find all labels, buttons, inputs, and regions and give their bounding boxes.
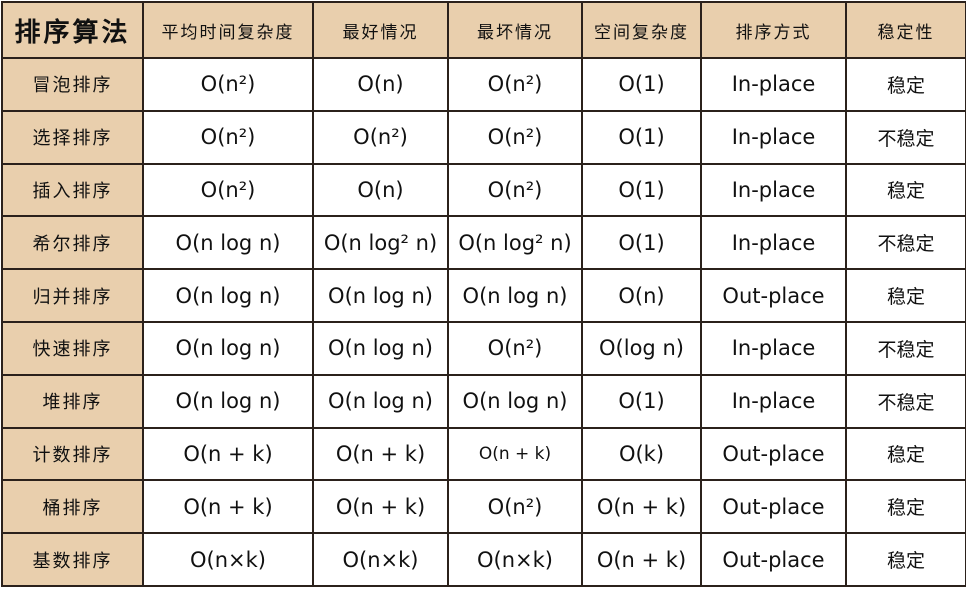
cell-avg-time: O(n×k)	[142, 532, 314, 587]
cell-worst-case: O(n log n)	[447, 373, 583, 429]
cell-stability: 稳定	[845, 268, 966, 323]
table-row: 快速排序 O(n log n) O(n log n) O(n²) O(log n) In-…	[1, 320, 966, 376]
cell-sort-mode: In-place	[700, 57, 847, 112]
cell-best-case: O(n log² n)	[312, 215, 449, 271]
cell-sort-mode: Out-place	[700, 426, 847, 482]
cell-avg-time: O(n²)	[142, 57, 314, 112]
cell-best-case: O(n)	[312, 162, 449, 218]
cell-space: O(log n)	[581, 320, 702, 376]
cell-avg-time: O(n log n)	[142, 215, 314, 271]
cell-best-case: O(n + k)	[312, 479, 449, 535]
cell-space: O(1)	[581, 373, 702, 429]
cell-stability: 稳定	[845, 57, 966, 112]
header-row: 排序算法 平均时间复杂度 最好情况 最坏情况 空间复杂度 排序方式 稳定性	[1, 1, 966, 59]
table-row: 基数排序 O(n×k) O(n×k) O(n×k) O(n + k) Out-place 稳…	[1, 532, 966, 587]
cell-worst-case: O(n log n)	[447, 268, 583, 323]
cell-avg-time: O(n log n)	[142, 373, 314, 429]
cell-space: O(n + k)	[581, 479, 702, 535]
cell-best-case: O(n)	[312, 57, 449, 112]
cell-sort-mode: In-place	[700, 320, 847, 376]
cell-stability: 不稳定	[845, 320, 966, 376]
cell-worst-case: O(n²)	[447, 479, 583, 535]
header-sort-mode: 排序方式	[700, 1, 847, 59]
cell-algorithm: 插入排序	[1, 162, 144, 218]
cell-best-case: O(n×k)	[312, 532, 449, 587]
cell-space: O(k)	[581, 426, 702, 482]
cell-avg-time: O(n log n)	[142, 268, 314, 323]
table-row: 桶排序 O(n + k) O(n + k) O(n²) O(n + k) Out-plac…	[1, 479, 966, 535]
cell-stability: 稳定	[845, 532, 966, 587]
cell-avg-time: O(n²)	[142, 109, 314, 165]
cell-sort-mode: Out-place	[700, 479, 847, 535]
table-row: 归并排序 O(n log n) O(n log n) O(n log n) O(n) Ou…	[1, 268, 966, 323]
cell-avg-time: O(n + k)	[142, 426, 314, 482]
cell-stability: 稳定	[845, 479, 966, 535]
cell-avg-time: O(n log n)	[142, 320, 314, 376]
header-stability: 稳定性	[845, 1, 966, 59]
cell-algorithm: 选择排序	[1, 109, 144, 165]
header-best-case: 最好情况	[312, 1, 449, 59]
cell-avg-time: O(n²)	[142, 162, 314, 218]
cell-space: O(1)	[581, 109, 702, 165]
cell-stability: 不稳定	[845, 109, 966, 165]
cell-algorithm: 希尔排序	[1, 215, 144, 271]
cell-worst-case: O(n²)	[447, 109, 583, 165]
cell-algorithm: 桶排序	[1, 479, 144, 535]
cell-sort-mode: Out-place	[700, 268, 847, 323]
cell-stability: 不稳定	[845, 215, 966, 271]
cell-algorithm: 冒泡排序	[1, 57, 144, 112]
cell-best-case: O(n + k)	[312, 426, 449, 482]
header-worst-case: 最坏情况	[447, 1, 583, 59]
cell-worst-case: O(n²)	[447, 57, 583, 112]
cell-worst-case: O(n×k)	[447, 532, 583, 587]
cell-best-case: O(n²)	[312, 109, 449, 165]
table-row: 选择排序 O(n²) O(n²) O(n²) O(1) In-place 不稳定	[1, 109, 966, 165]
cell-space: O(1)	[581, 162, 702, 218]
table-row: 堆排序 O(n log n) O(n log n) O(n log n) O(1) In-…	[1, 373, 966, 429]
cell-best-case: O(n log n)	[312, 268, 449, 323]
cell-worst-case: O(n²)	[447, 320, 583, 376]
cell-sort-mode: In-place	[700, 215, 847, 271]
cell-sort-mode: Out-place	[700, 532, 847, 587]
cell-algorithm: 基数排序	[1, 532, 144, 587]
cell-stability: 稳定	[845, 426, 966, 482]
cell-space: O(n + k)	[581, 532, 702, 587]
table-row: 插入排序 O(n²) O(n) O(n²) O(1) In-place 稳定	[1, 162, 966, 218]
cell-best-case: O(n log n)	[312, 373, 449, 429]
cell-worst-case: O(n + k)	[447, 426, 583, 482]
cell-algorithm: 堆排序	[1, 373, 144, 429]
cell-sort-mode: In-place	[700, 373, 847, 429]
cell-sort-mode: In-place	[700, 109, 847, 165]
header-avg-time: 平均时间复杂度	[142, 1, 314, 59]
cell-space: O(1)	[581, 215, 702, 271]
cell-stability: 稳定	[845, 162, 966, 218]
cell-algorithm: 计数排序	[1, 426, 144, 482]
cell-worst-case: O(n log² n)	[447, 215, 583, 271]
cell-space: O(1)	[581, 57, 702, 112]
cell-algorithm: 快速排序	[1, 320, 144, 376]
cell-algorithm: 归并排序	[1, 268, 144, 323]
cell-space: O(n)	[581, 268, 702, 323]
cell-avg-time: O(n + k)	[142, 479, 314, 535]
cell-stability: 不稳定	[845, 373, 966, 429]
cell-best-case: O(n log n)	[312, 320, 449, 376]
table-row: 计数排序 O(n + k) O(n + k) O(n + k) O(k) Out-plac…	[1, 426, 966, 482]
cell-sort-mode: In-place	[700, 162, 847, 218]
table-row: 希尔排序 O(n log n) O(n log² n) O(n log² n) O(1)…	[1, 215, 966, 271]
header-algorithm: 排序算法	[1, 1, 144, 59]
header-space: 空间复杂度	[581, 1, 702, 59]
table-row: 冒泡排序 O(n²) O(n) O(n²) O(1) In-place 稳定	[1, 57, 966, 112]
cell-worst-case: O(n²)	[447, 162, 583, 218]
